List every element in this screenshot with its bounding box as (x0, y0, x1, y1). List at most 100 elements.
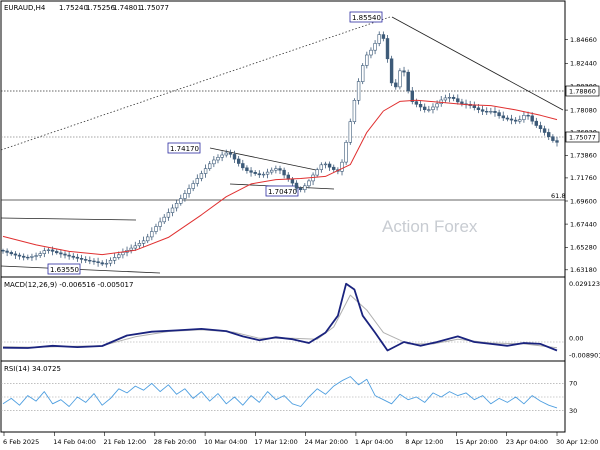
candle-body (158, 221, 162, 227)
candle-body (365, 54, 369, 66)
candle-body (9, 252, 13, 255)
triangle-upper-line (209, 147, 317, 171)
candle (75, 253, 80, 262)
candle (340, 159, 344, 176)
price-axis-tick-label: 1.63180 (570, 266, 597, 274)
channel-lower-line (0, 265, 161, 274)
macd-title: MACD(12,26,9) -0.006516 -0.005017 (4, 281, 133, 289)
candle (112, 253, 117, 265)
candle (13, 251, 18, 259)
candle-body (129, 247, 133, 251)
candle (21, 253, 26, 261)
current-price-label: 1.75077 (569, 134, 596, 142)
candle-body (212, 159, 216, 165)
price-axis-tick-label: 1.67440 (570, 220, 597, 228)
candle-body (360, 65, 365, 82)
candle (431, 103, 435, 114)
candle (530, 112, 534, 125)
candle (274, 165, 278, 174)
time-axis-tick-label: 15 Apr 20:00 (456, 438, 498, 446)
candle (253, 170, 257, 176)
candle-body (220, 154, 224, 158)
candle (497, 109, 501, 119)
candle (369, 47, 373, 59)
price-tag-high: 1.85540 (352, 14, 381, 22)
candle-body (216, 157, 220, 161)
candle-body (150, 231, 154, 238)
candle-body (67, 254, 71, 257)
rsi-series (1, 376, 565, 411)
chart-header-low: 1.74801 (113, 4, 142, 12)
candle (232, 150, 237, 163)
candle-body (96, 261, 100, 264)
candle-body (319, 164, 323, 170)
candle (150, 227, 154, 241)
price-tag-box-swing-high (167, 142, 201, 154)
chart-header-high: 1.75256 (86, 4, 115, 12)
candle (146, 233, 150, 244)
time-axis-tick-label: 21 Feb 12:00 (104, 438, 147, 446)
candle (365, 51, 369, 69)
candle-body (191, 183, 195, 189)
candle (224, 149, 228, 158)
candle (551, 134, 555, 143)
candle-body (59, 252, 63, 255)
candle (54, 249, 59, 255)
candle (84, 256, 88, 263)
candle (509, 114, 514, 125)
candle (141, 236, 146, 248)
rsi-line (2, 376, 558, 409)
current-price-box (565, 131, 600, 143)
candle (348, 118, 352, 145)
candle-body (46, 249, 51, 251)
candle (63, 251, 67, 259)
candle-body (79, 257, 84, 260)
candle-body (1, 250, 5, 252)
candle (389, 55, 394, 86)
macd-axis-tick-label: 0.029123 (569, 280, 600, 288)
candle-body (162, 216, 166, 223)
price-tag-box-low (47, 263, 81, 275)
candle (451, 94, 456, 102)
watermark-text: Action Forex (382, 217, 478, 236)
time-axis-tick-label: 30 Apr 12:00 (556, 438, 598, 446)
candle (518, 115, 522, 124)
candle-body (555, 140, 559, 143)
candle (456, 94, 460, 105)
candle (489, 107, 493, 115)
candle (96, 257, 100, 267)
candle (303, 183, 307, 193)
candle (216, 154, 220, 164)
candle-body (274, 168, 278, 171)
price-tag-box-swing-low (265, 185, 299, 197)
candle-body (13, 253, 18, 256)
candle-body (327, 163, 332, 168)
candle (480, 105, 485, 115)
candle-body (278, 168, 282, 171)
candle (278, 165, 282, 174)
candle-body (195, 178, 199, 184)
candle (203, 164, 208, 178)
price-axis-tick-label: 1.84660 (570, 36, 597, 44)
time-axis-tick-label: 6 Feb 2025 (3, 438, 39, 446)
level-label-box (565, 85, 600, 97)
candle (5, 248, 9, 257)
candle-body (137, 243, 142, 247)
candle-body (307, 180, 311, 187)
candle (108, 257, 113, 267)
candle (183, 190, 187, 202)
time-axis-tick-label: 24 Mar 20:00 (305, 438, 348, 446)
candle-body (21, 255, 26, 258)
candle-body (84, 259, 88, 261)
candle (443, 94, 448, 103)
price-tag-low: 1.63550 (50, 266, 79, 274)
candle-body (344, 142, 348, 163)
candle (187, 184, 191, 198)
candle-body (100, 262, 104, 265)
candle (133, 241, 137, 251)
candle (257, 170, 261, 178)
price-axis: 1.846601.824401.803001.780801.760201.738… (565, 36, 597, 274)
candle (484, 107, 489, 115)
candle-body (63, 253, 67, 256)
time-axis-tick-label: 28 Feb 20:00 (154, 438, 197, 446)
